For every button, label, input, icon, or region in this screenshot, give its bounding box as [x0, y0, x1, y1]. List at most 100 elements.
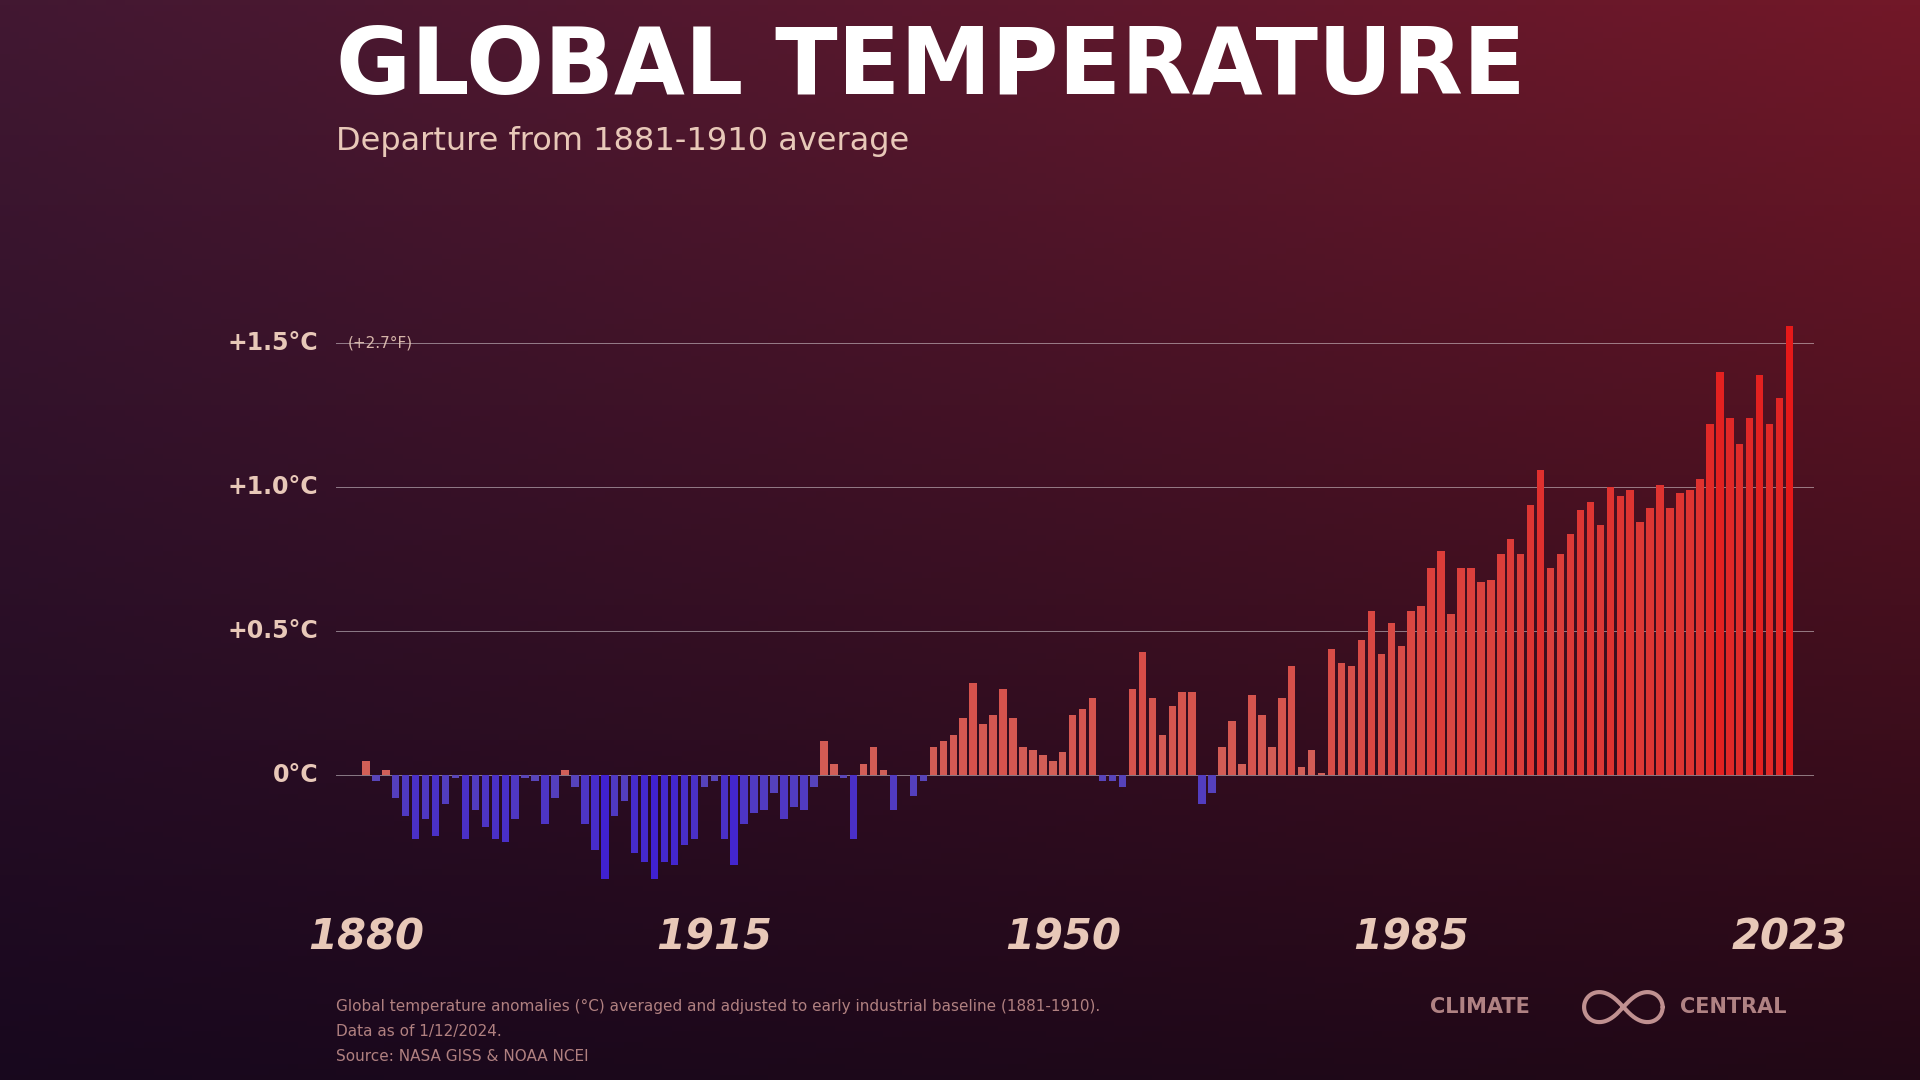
- Bar: [1048, 761, 1056, 775]
- Bar: [1636, 522, 1644, 775]
- Bar: [522, 775, 528, 779]
- Bar: [372, 775, 380, 781]
- Text: (+2.7°F): (+2.7°F): [348, 336, 413, 351]
- Bar: [960, 718, 968, 775]
- Bar: [1288, 666, 1296, 775]
- Text: +0.5°C: +0.5°C: [227, 620, 319, 644]
- Bar: [929, 746, 937, 775]
- Bar: [1258, 715, 1265, 775]
- Bar: [1229, 720, 1236, 775]
- Bar: [1379, 654, 1384, 775]
- Bar: [1129, 689, 1137, 775]
- Bar: [1676, 494, 1684, 775]
- Bar: [939, 741, 947, 775]
- Bar: [751, 775, 758, 813]
- Text: 1950: 1950: [1004, 917, 1121, 959]
- Bar: [482, 775, 490, 827]
- Bar: [1476, 582, 1484, 775]
- Text: GLOBAL TEMPERATURE: GLOBAL TEMPERATURE: [336, 24, 1526, 113]
- Bar: [910, 775, 918, 796]
- Text: CLIMATE: CLIMATE: [1430, 997, 1530, 1016]
- Text: 1985: 1985: [1354, 917, 1469, 959]
- Bar: [851, 775, 858, 839]
- Text: 0°C: 0°C: [273, 764, 319, 787]
- Bar: [1179, 692, 1187, 775]
- Bar: [1586, 502, 1594, 775]
- Bar: [1417, 606, 1425, 775]
- Bar: [1667, 508, 1674, 775]
- Bar: [1398, 646, 1405, 775]
- Bar: [1079, 710, 1087, 775]
- Bar: [1219, 746, 1225, 775]
- Bar: [820, 741, 828, 775]
- Bar: [511, 775, 518, 819]
- Bar: [572, 775, 578, 787]
- Bar: [970, 684, 977, 775]
- Bar: [1757, 375, 1763, 775]
- Text: +1.0°C: +1.0°C: [228, 475, 319, 499]
- Bar: [1597, 525, 1603, 775]
- Bar: [810, 775, 818, 787]
- Bar: [1736, 444, 1743, 775]
- Bar: [1010, 718, 1018, 775]
- Bar: [920, 775, 927, 781]
- Bar: [1745, 418, 1753, 775]
- Bar: [780, 775, 787, 819]
- Bar: [1267, 746, 1275, 775]
- Bar: [1248, 694, 1256, 775]
- Bar: [1317, 772, 1325, 775]
- Text: Departure from 1881-1910 average: Departure from 1881-1910 average: [336, 125, 910, 157]
- Bar: [1695, 478, 1703, 775]
- Bar: [1467, 568, 1475, 775]
- Bar: [701, 775, 708, 787]
- Bar: [1647, 508, 1653, 775]
- Bar: [1020, 746, 1027, 775]
- Bar: [1786, 326, 1793, 775]
- Bar: [760, 775, 768, 810]
- Bar: [1029, 750, 1037, 775]
- Bar: [501, 775, 509, 841]
- Bar: [382, 770, 390, 775]
- Bar: [1457, 568, 1465, 775]
- Bar: [741, 775, 749, 824]
- Bar: [632, 775, 639, 853]
- Bar: [720, 775, 728, 839]
- Bar: [1279, 698, 1286, 775]
- Bar: [1626, 490, 1634, 775]
- Bar: [770, 775, 778, 793]
- Bar: [1557, 554, 1565, 775]
- Text: 1915: 1915: [657, 917, 772, 959]
- Bar: [1657, 485, 1665, 775]
- Bar: [591, 775, 599, 850]
- Bar: [1766, 424, 1774, 775]
- Text: CENTRAL: CENTRAL: [1680, 997, 1786, 1016]
- Bar: [979, 724, 987, 775]
- Bar: [611, 775, 618, 815]
- Bar: [1686, 490, 1693, 775]
- Bar: [1158, 735, 1165, 775]
- Bar: [998, 689, 1006, 775]
- Bar: [889, 775, 897, 810]
- Bar: [1148, 698, 1156, 775]
- Bar: [1517, 554, 1524, 775]
- Bar: [1407, 611, 1415, 775]
- Bar: [422, 775, 430, 819]
- Bar: [1238, 764, 1246, 775]
- Bar: [1548, 568, 1555, 775]
- Bar: [1716, 373, 1724, 775]
- Text: Source: NASA GISS & NOAA NCEI: Source: NASA GISS & NOAA NCEI: [336, 1049, 589, 1064]
- Text: 1880: 1880: [307, 917, 424, 959]
- Bar: [1060, 753, 1066, 775]
- Bar: [1367, 611, 1375, 775]
- Bar: [791, 775, 797, 807]
- Bar: [879, 770, 887, 775]
- Bar: [660, 775, 668, 862]
- Bar: [1536, 470, 1544, 775]
- Text: Data as of 1/12/2024.: Data as of 1/12/2024.: [336, 1024, 501, 1039]
- Bar: [1329, 649, 1334, 775]
- Bar: [801, 775, 808, 810]
- Bar: [1298, 767, 1306, 775]
- Bar: [651, 775, 659, 879]
- Bar: [401, 775, 409, 815]
- Bar: [392, 775, 399, 798]
